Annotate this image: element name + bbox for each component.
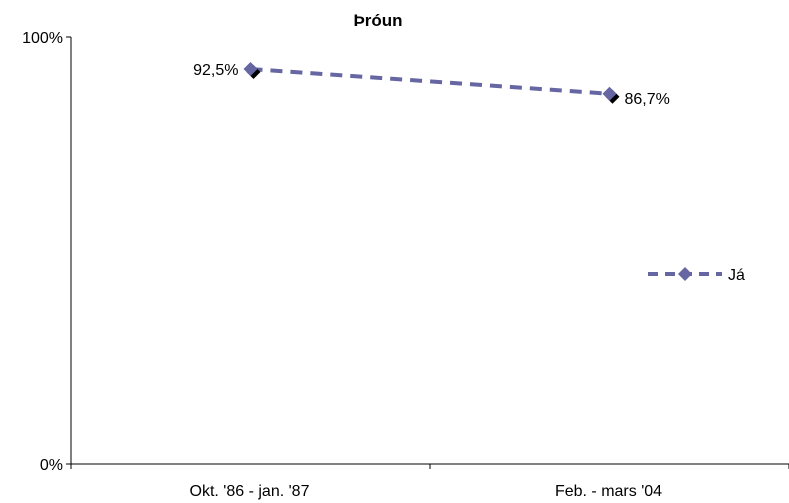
x-tick-label: Feb. - mars '04 (555, 483, 662, 500)
x-tick-label: Okt. '86 - jan. '87 (190, 483, 310, 500)
chart-title: Þróun (353, 11, 402, 30)
data-label: 86,7% (625, 91, 670, 108)
y-tick-label: 0% (40, 457, 63, 474)
data-point (602, 86, 617, 101)
series-layer: 92,5% 86,7% (193, 62, 670, 108)
legend: Já (648, 267, 745, 284)
series-line (250, 67, 610, 96)
data-label: 92,5% (193, 62, 238, 79)
data-point (243, 62, 258, 77)
axes: 0% 100% Okt. '86 - jan. '87 Feb. - mars '04 (22, 30, 789, 500)
y-tick-label: 100% (22, 30, 63, 47)
legend-marker (678, 267, 692, 281)
legend-label: Já (728, 267, 745, 284)
